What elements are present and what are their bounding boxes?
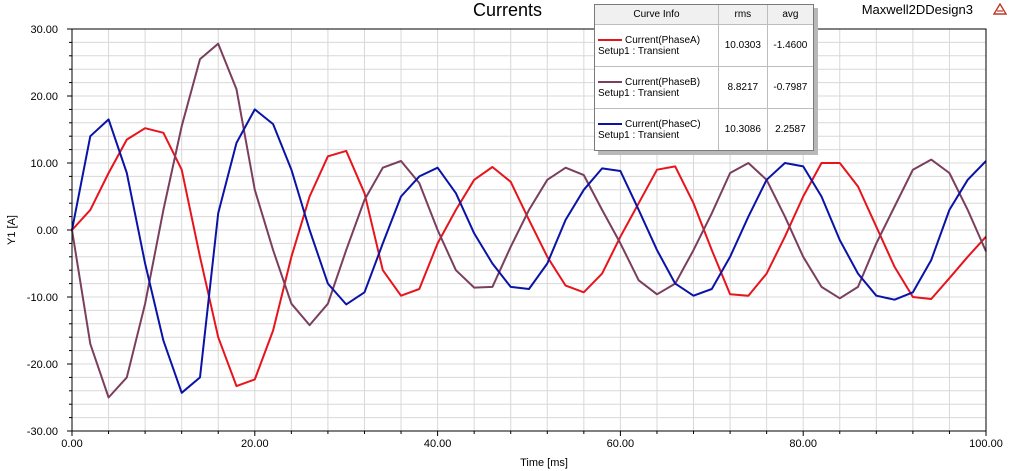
y-tick-label: 20.00 xyxy=(30,91,58,103)
tick-marks xyxy=(67,28,987,436)
legend-curve-name: Current(PhaseC) xyxy=(625,118,701,130)
legend-curve-name: Current(PhaseB) xyxy=(625,76,701,88)
legend-swatch-phase-a xyxy=(598,39,622,41)
axis-labels: 0.00 20.00 40.00 60.00 80.00 100.00 30.00 20.00… xyxy=(6,24,1003,469)
ansys-logo-icon xyxy=(993,3,1007,15)
legend-header-curve: Curve Info xyxy=(595,5,719,25)
legend-curve-setup: Setup1 : Transient xyxy=(598,129,680,141)
legend-rms-value: 8.8217 xyxy=(718,66,768,109)
x-tick-label: 100.00 xyxy=(969,438,1003,450)
y-tick-label: 10.00 xyxy=(30,158,58,170)
x-tick-label: 80.00 xyxy=(789,438,817,450)
y-tick-label: -30.00 xyxy=(27,426,58,438)
legend-header-rms: rms xyxy=(718,5,768,25)
series-line-phase-c xyxy=(71,108,987,394)
curve-info-legend[interactable]: Curve Info rms avg Current(PhaseA) Setup… xyxy=(594,4,814,151)
legend-avg-value: 2.2587 xyxy=(775,124,806,135)
legend-row-phase-c[interactable]: Current(PhaseC) Setup1 : Transient 10.30… xyxy=(595,108,813,150)
y-tick-label: -10.00 xyxy=(27,292,58,304)
x-tick-label: 60.00 xyxy=(607,438,635,450)
series-line-phase-a xyxy=(71,127,987,388)
x-tick-label: 40.00 xyxy=(424,438,452,450)
grid-lines xyxy=(71,28,987,432)
series-line-phase-b xyxy=(71,42,987,399)
legend-header-avg: avg xyxy=(767,5,813,25)
legend-avg-value: -0.7987 xyxy=(767,66,813,109)
y-tick-label: -20.00 xyxy=(27,359,58,371)
y-axis-title: Y1 [A] xyxy=(6,215,18,245)
y-tick-label: 0.00 xyxy=(37,225,58,237)
legend-avg-value: -1.4600 xyxy=(767,24,813,67)
chart-title: Currents xyxy=(472,0,543,20)
x-tick-label: 20.00 xyxy=(241,438,269,450)
legend-row-phase-b[interactable]: Current(PhaseB) Setup1 : Transient 8.821… xyxy=(595,66,813,109)
series-lines xyxy=(71,42,987,399)
legend-curve-name: Current(PhaseA) xyxy=(625,34,701,46)
legend-rms-value: 10.3086 xyxy=(718,108,768,150)
x-tick-label: 0.00 xyxy=(61,438,82,450)
legend-swatch-phase-b xyxy=(598,81,622,83)
legend-curve-setup: Setup1 : Transient xyxy=(598,45,680,57)
legend-rms-value: 10.0303 xyxy=(718,24,768,67)
design-name: Maxwell2DDesign3 xyxy=(861,2,973,17)
legend-row-phase-a[interactable]: Current(PhaseA) Setup1 : Transient 10.03… xyxy=(595,24,813,67)
x-axis-title: Time [ms] xyxy=(520,457,568,469)
legend-curve-setup: Setup1 : Transient xyxy=(598,87,680,99)
legend-swatch-phase-c xyxy=(598,123,622,125)
y-tick-label: 30.00 xyxy=(30,24,58,36)
